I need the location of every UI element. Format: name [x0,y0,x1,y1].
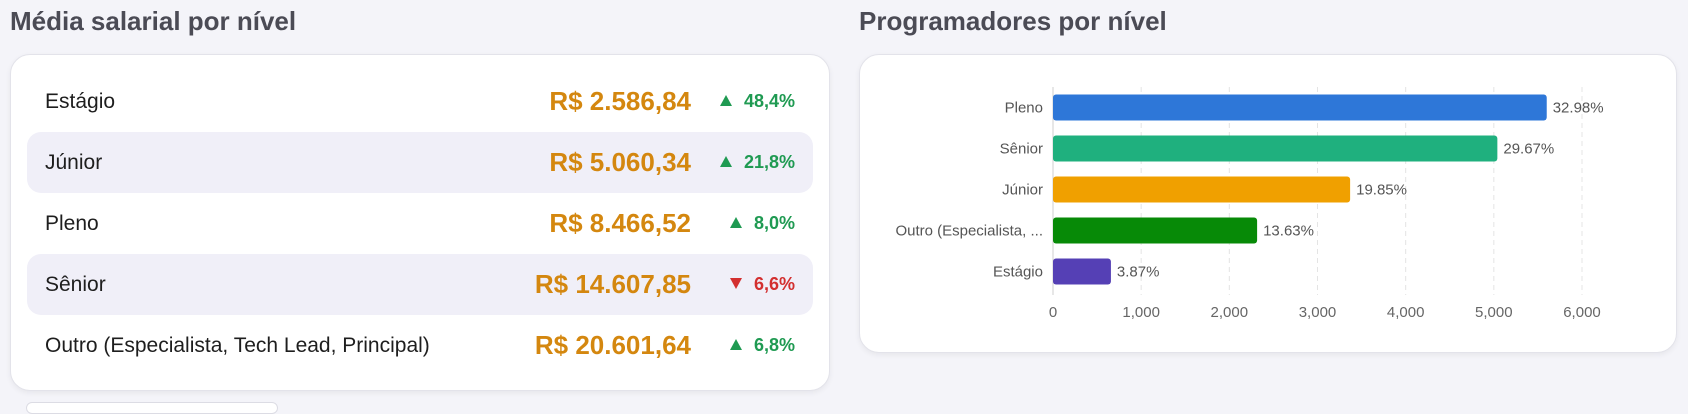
salary-change: 48,4% [707,71,795,132]
salary-level-label: Estágio [45,90,116,113]
salary-change: 21,8% [707,132,795,193]
salary-row-outro: Outro (Especialista, Tech Lead, Principa… [27,315,813,376]
salary-row-junior: Júnior R$ 5.060,34 21,8% [27,132,813,193]
x-tick-label: 3,000 [1299,304,1337,321]
x-tick-label: 2,000 [1211,304,1249,321]
salary-level-label: Outro (Especialista, Tech Lead, Principa… [45,334,430,357]
salary-level-label: Sênior [45,273,106,296]
salary-row-estagio: Estágio R$ 2.586,84 48,4% [27,71,813,132]
salary-change-value: 48,4% [743,91,795,111]
bar[interactable] [1053,94,1547,121]
salary-card: Estágio R$ 2.586,84 48,4% Júnior R$ 5.06… [10,54,830,391]
x-tick-label: 4,000 [1387,304,1425,321]
category-label: Pleno [1005,100,1043,117]
bar-data-label: 19.85% [1356,182,1407,199]
salary-value: R$ 14.607,85 [534,269,691,299]
programmers-section-title: Programadores por nível [859,6,1167,36]
bar-data-label: 3.87% [1117,264,1160,281]
salary-change-value: 8,0% [753,213,795,233]
salary-change: 6,8% [707,315,795,376]
x-tick-label: 5,000 [1475,304,1513,321]
salary-row-senior: Sênior R$ 14.607,85 6,6% [27,254,813,315]
salary-level-label: Pleno [45,212,99,235]
salary-value: R$ 5.060,34 [549,147,691,177]
salary-change-value: 6,6% [753,274,795,294]
salary-value: R$ 8.466,52 [549,208,691,238]
bar-data-label: 29.67% [1503,141,1554,158]
salary-change-value: 6,8% [753,335,795,355]
arrow-up-icon [719,155,732,167]
partial-control-below [26,402,278,414]
salary-section-title: Média salarial por nível [10,6,297,36]
arrow-down-icon [729,277,742,289]
category-label: Estágio [993,264,1043,281]
bar[interactable] [1053,176,1351,203]
bar-data-label: 13.63% [1263,223,1314,240]
salary-row-pleno: Pleno R$ 8.466,52 8,0% [27,193,813,254]
salary-value: R$ 20.601,64 [534,330,691,360]
salary-change: 8,0% [707,193,795,254]
category-label: Sênior [1000,141,1043,158]
category-label: Júnior [1002,182,1043,199]
salary-level-label: Júnior [45,151,103,174]
category-label: Outro (Especialista, ... [895,223,1043,240]
salary-change: 6,6% [707,254,795,315]
programmers-chart-card: 0 1,000 2,000 3,000 4,000 5,000 6,000 Pleno 32.9… [859,54,1677,353]
salary-change-value: 21,8% [743,152,795,172]
arrow-up-icon [729,216,742,228]
x-tick-label: 0 [1049,304,1057,321]
bar[interactable] [1053,258,1111,285]
bar-data-label: 32.98% [1553,100,1604,117]
x-tick-label: 6,000 [1563,304,1601,321]
bar[interactable] [1053,217,1258,244]
bar[interactable] [1053,135,1498,162]
arrow-up-icon [719,94,732,106]
arrow-up-icon [729,338,742,350]
programmers-bar-chart: 0 1,000 2,000 3,000 4,000 5,000 6,000 Pleno 32.9… [895,87,1604,321]
salary-value: R$ 2.586,84 [549,86,691,116]
x-tick-label: 1,000 [1122,304,1160,321]
